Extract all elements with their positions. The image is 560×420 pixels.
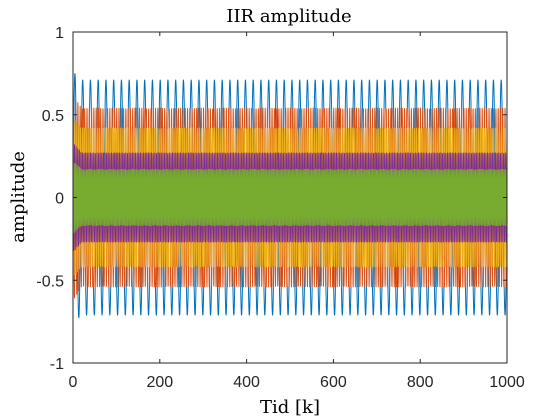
y-tick-label: 1 bbox=[55, 25, 64, 42]
chart-title: IIR amplitude bbox=[226, 6, 351, 27]
y-tick-marks bbox=[73, 31, 507, 364]
y-tick-labels: -1 -0.5 0 0.5 1 bbox=[36, 25, 64, 373]
x-tick-label: 200 bbox=[146, 374, 173, 391]
series-line-5 bbox=[72, 162, 508, 235]
x-tick-label: 1000 bbox=[489, 374, 525, 391]
y-axis-label: amplitude bbox=[8, 151, 29, 243]
plot-area bbox=[72, 31, 508, 364]
y-tick-label: 0 bbox=[55, 191, 64, 208]
x-axis-label: Tid [k] bbox=[260, 397, 320, 418]
x-tick-label: 0 bbox=[69, 374, 78, 391]
x-tick-labels: 0 200 400 600 800 1000 bbox=[69, 374, 525, 391]
y-tick-label: -0.5 bbox=[36, 273, 64, 290]
y-tick-label: 0.5 bbox=[42, 108, 64, 125]
series-line-4 bbox=[72, 144, 508, 251]
series-group bbox=[72, 73, 508, 319]
x-tick-label: 600 bbox=[320, 374, 347, 391]
y-tick-label: -1 bbox=[50, 356, 64, 373]
x-tick-marks bbox=[72, 32, 508, 363]
x-tick-label: 800 bbox=[407, 374, 434, 391]
x-tick-label: 400 bbox=[233, 374, 260, 391]
